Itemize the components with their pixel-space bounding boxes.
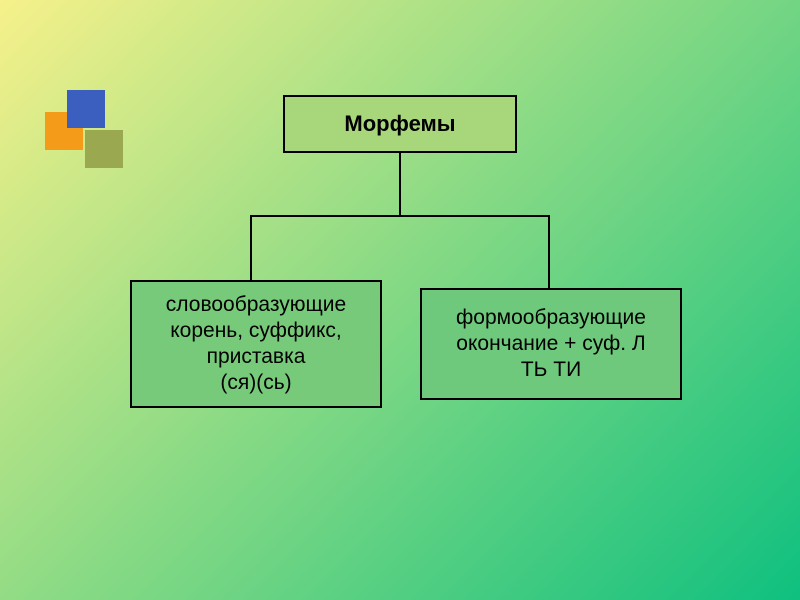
connector-left-drop xyxy=(250,215,252,280)
child-node-right: формообразующиеокончание + суф. ЛТЬ ТИ xyxy=(420,288,682,400)
node-text-line: корень, суффикс, xyxy=(170,318,341,344)
node-text-line: приставка xyxy=(207,344,306,370)
node-text-line: ТЬ ТИ xyxy=(521,357,581,383)
root-label: Морфемы xyxy=(344,110,455,138)
slide-canvas: Морфемы словообразующиекорень, суффикс,п… xyxy=(0,0,800,600)
node-text-line: словообразующие xyxy=(166,292,346,318)
root-node: Морфемы xyxy=(283,95,517,153)
logo-square-olive xyxy=(85,130,123,168)
child-node-left: словообразующиекорень, суффикс,приставка… xyxy=(130,280,382,408)
corner-logo xyxy=(45,90,125,170)
node-text-line: (ся)(сь) xyxy=(220,370,291,396)
connector-hbar xyxy=(250,215,550,217)
node-text-line: окончание + суф. Л xyxy=(456,331,645,357)
connector-right-drop xyxy=(548,215,550,288)
connector-root-drop xyxy=(399,153,401,217)
logo-square-blue xyxy=(67,90,105,128)
node-text-line: формообразующие xyxy=(456,305,646,331)
